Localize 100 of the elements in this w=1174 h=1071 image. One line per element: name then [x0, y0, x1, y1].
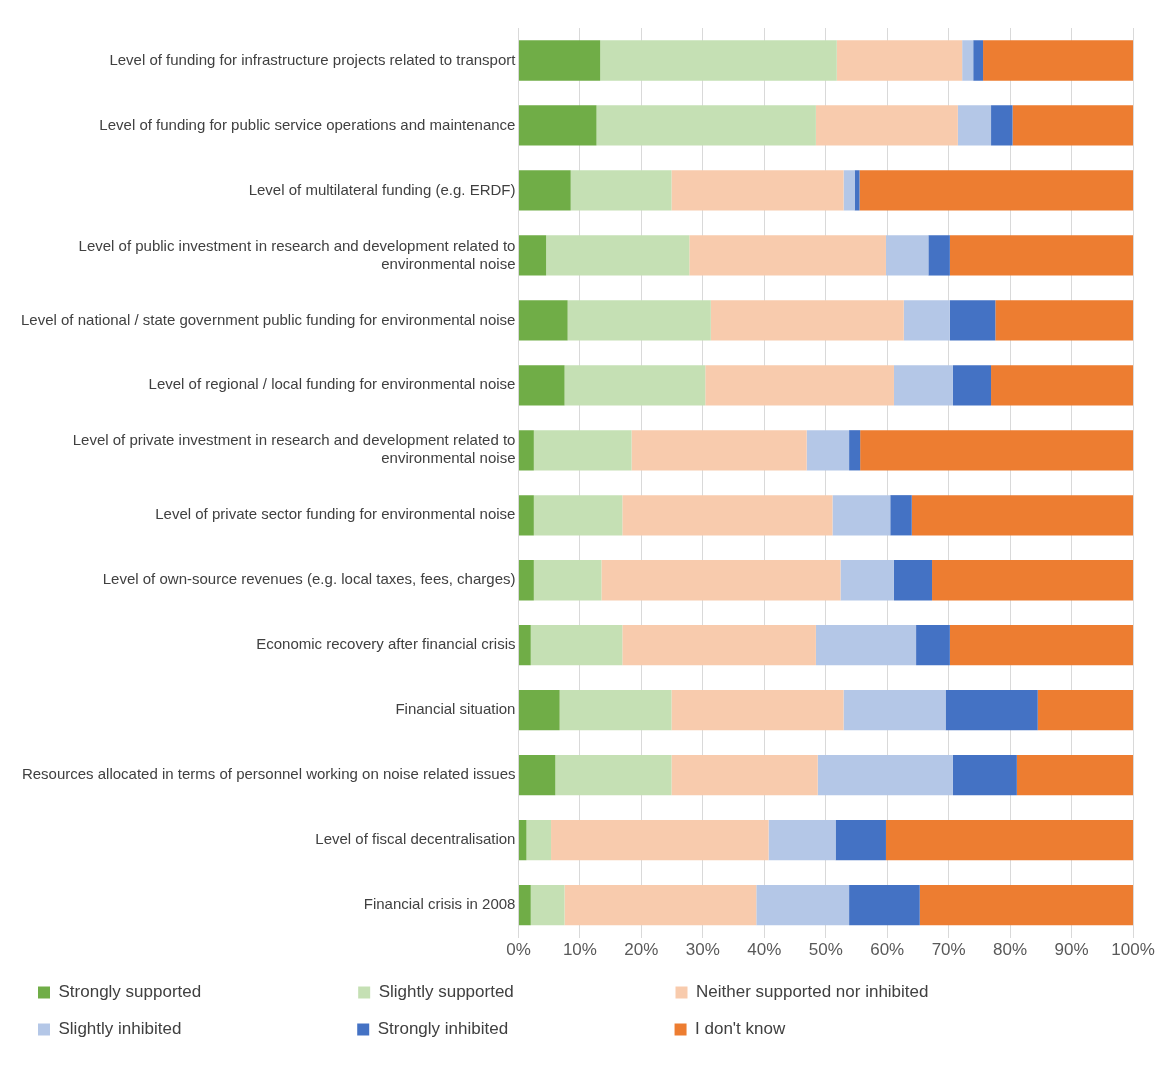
bar	[518, 430, 534, 471]
bar	[689, 235, 886, 276]
bar	[893, 560, 933, 601]
y-tick-label: Level of private sector funding for environmental noise	[155, 505, 516, 523]
bar	[932, 560, 1133, 601]
bar	[957, 105, 992, 146]
bar	[817, 755, 953, 796]
bar	[854, 170, 860, 211]
bar	[518, 40, 601, 81]
y-tick-label: Level of funding for infrastructure projects related to transport	[109, 50, 517, 68]
x-tick-label: 30%	[685, 940, 720, 960]
bar	[849, 884, 920, 926]
bar	[768, 820, 836, 861]
bar	[973, 40, 984, 81]
x-tick-label: 20%	[624, 940, 659, 960]
bar	[859, 170, 1133, 211]
bar	[518, 365, 565, 406]
bar	[815, 625, 917, 666]
bar	[890, 495, 912, 536]
x-tick-label: 50%	[808, 940, 843, 960]
bar	[533, 560, 602, 601]
bar	[671, 170, 844, 211]
bar	[945, 690, 1038, 731]
bar	[671, 755, 818, 796]
bar	[843, 170, 855, 211]
y-tick-label: Level of fiscal decentralisation	[315, 830, 516, 848]
bar	[995, 300, 1133, 341]
y-tick-label: Level of multilateral funding (e.g. ERDF)	[248, 180, 516, 198]
bar	[949, 235, 1133, 276]
legend-label: Strongly supported	[58, 982, 339, 1002]
bar	[991, 105, 1013, 146]
bar	[962, 40, 974, 81]
y-tick-label: Level of private investment in research and development related to environmental noise	[72, 431, 516, 467]
bar	[903, 300, 950, 341]
bar	[840, 560, 894, 601]
bar	[836, 40, 963, 81]
bar	[567, 300, 711, 341]
y-tick-label: Level of public investment in research and development related to environmental noise	[78, 236, 516, 272]
bar	[671, 690, 844, 731]
bar	[991, 365, 1133, 406]
bar	[518, 495, 534, 536]
bar	[1037, 690, 1133, 731]
bar	[919, 884, 1133, 926]
y-tick-label: Resources allocated in terms of personnel working on noise related issues	[21, 765, 516, 783]
bar	[885, 820, 1133, 861]
bar	[601, 560, 841, 601]
bar	[600, 40, 837, 81]
bar	[983, 40, 1133, 81]
bar	[631, 430, 807, 471]
legend-label: Slightly supported	[378, 982, 656, 1002]
bar	[705, 365, 894, 406]
bar	[559, 690, 672, 731]
bar	[952, 755, 1017, 796]
bar	[518, 625, 531, 666]
bar	[928, 235, 950, 276]
bar	[564, 365, 706, 406]
bar	[596, 105, 816, 146]
bar	[756, 884, 850, 926]
bar	[518, 820, 527, 861]
bar	[518, 755, 556, 796]
x-tick-label: 70%	[931, 940, 966, 960]
bar	[526, 820, 552, 861]
bar	[530, 884, 565, 926]
x-tick-label: 60%	[870, 940, 905, 960]
y-tick-label: Level of own-source revenues (e.g. local taxes, fees, charges)	[102, 570, 516, 588]
bar	[533, 495, 623, 536]
bar	[546, 235, 690, 276]
bar	[530, 625, 623, 666]
bar	[518, 300, 568, 341]
x-tick-label: 10%	[562, 940, 597, 960]
bar	[533, 430, 632, 471]
bar	[518, 235, 547, 276]
y-tick-label: Financial crisis in 2008	[363, 895, 516, 913]
bar	[916, 625, 950, 666]
bar	[911, 495, 1133, 536]
y-tick-label: Level of national / state government public funding for environmental noise	[20, 310, 516, 328]
bar	[551, 820, 769, 861]
y-tick-label: Financial situation	[395, 700, 516, 718]
bar	[843, 690, 946, 731]
bar	[710, 300, 904, 341]
bar	[806, 430, 850, 471]
x-tick-label: 100%	[1111, 940, 1155, 960]
bar	[622, 625, 816, 666]
x-tick-label: 80%	[993, 940, 1028, 960]
bar	[832, 495, 891, 536]
bar	[564, 884, 757, 926]
bar	[518, 690, 560, 731]
x-tick-label: 90%	[1054, 940, 1089, 960]
bar	[860, 430, 1133, 471]
legend-label: Strongly inhibited	[377, 1019, 655, 1039]
bar	[518, 105, 597, 146]
x-tick-label: 0%	[506, 940, 531, 960]
y-tick-label: Level of funding for public service operations and maintenance	[99, 115, 516, 133]
legend-label: Neither supported nor inhibited	[696, 982, 976, 1002]
bar	[1016, 755, 1133, 796]
bar	[949, 625, 1133, 666]
bar	[885, 235, 929, 276]
bar	[518, 884, 531, 926]
bar	[518, 560, 534, 601]
bar	[555, 755, 672, 796]
